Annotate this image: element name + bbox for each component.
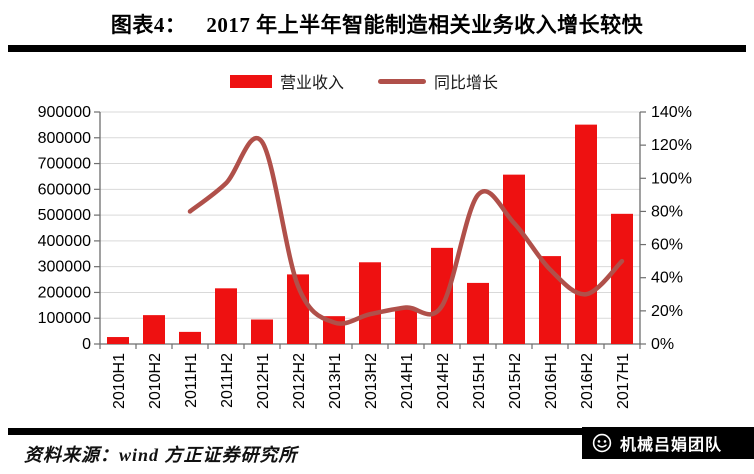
revenue-bar-2010H1 [107,337,129,344]
revenue-bar-2012H2 [287,274,309,344]
right-axis-labels: 0% 20% 40% 60% 80% 100% 120% 140% [651,104,692,353]
growth-legend-swatch [378,78,426,84]
right-axis-tick-label: 20% [651,303,683,320]
growth-line-group [187,136,625,326]
x-axis-label-2016H2: 2016H2 [579,353,596,409]
gridlines [100,111,640,319]
footer-divider [8,428,754,435]
right-axis-tick-label: 120% [651,137,692,154]
x-axis-label-2013H2: 2013H2 [363,353,380,409]
revenue-legend-label: 营业收入 [279,75,344,92]
right-axis-tick-label: 140% [651,104,692,121]
title-divider [8,45,746,52]
right-axis-tick-label: 0% [651,336,674,353]
x-axis-label-2014H2: 2014H2 [435,353,452,409]
revenue-bar-2015H1 [467,282,489,344]
figure-caption: 2017 年上半年智能制造相关业务收入增长较快 [206,13,644,37]
x-axis-label-2017H1: 2017H1 [615,353,632,409]
revenue-bar-2016H2 [575,124,597,345]
x-axis-label-2014H1: 2014H1 [399,353,416,409]
figure-title: 图表4： 2017 年上半年智能制造相关业务收入增长较快 [0,9,754,39]
revenue-bar-2014H2 [431,247,453,344]
revenue-legend-swatch [229,74,272,88]
growth-line [187,136,625,326]
left-axis-tick-label: 400000 [38,233,91,250]
revenue-bar-2014H1 [395,308,417,344]
revenue-bar-2017H1 [611,213,633,344]
revenue-bar-2011H1 [179,331,201,344]
x-axis-label-2011H2: 2011H2 [219,353,236,408]
left-axis-tick-label: 0 [82,336,91,353]
x-axis-label-2011H1: 2011H1 [183,353,200,408]
source-note: 资料来源：wind 方正证券研究所 [24,445,298,465]
team-badge-label: 机械吕娟团队 [620,437,723,454]
left-axis-tick-label: 200000 [38,284,91,301]
chart-legend: 营业收入 同比增长 [0,69,741,93]
left-axis-ticks [94,111,100,345]
left-axis-tick-label: 800000 [38,130,91,147]
x-axis-label-2012H1: 2012H1 [255,353,272,409]
revenue-bar-2015H2 [503,174,525,344]
team-logo-icon [591,432,613,454]
revenue-bar-2011H2 [215,288,237,344]
figure-label: 图表4： [110,13,187,37]
left-axis-tick-label: 500000 [38,207,91,224]
x-axis-label-2015H1: 2015H1 [471,353,488,409]
revenue-bar-2013H2 [359,262,381,344]
x-axis-label-2012H2: 2012H2 [291,353,308,409]
right-axis-ticks [640,111,646,345]
left-axis-tick-label: 900000 [38,104,91,121]
growth-legend-label: 同比增长 [434,75,499,92]
right-axis-tick-label: 40% [651,270,683,287]
team-badge: 机械吕娟团队 [582,427,754,459]
left-axis-tick-label: 300000 [38,259,91,276]
x-axis-label-2010H1: 2010H1 [111,353,128,409]
x-axis-label-2013H1: 2013H1 [327,353,344,409]
x-axis-label-2016H1: 2016H1 [543,353,560,409]
x-axis-labels: 2010H1 2010H2 2011H1 2011H2 2012H1 2012H2 2013… [111,353,632,409]
right-axis-tick-label: 60% [651,237,683,254]
revenue-bar-2012H1 [251,319,273,344]
left-axis-tick-label: 700000 [38,156,91,173]
x-axis-label-2010H2: 2010H2 [147,353,164,409]
revenue-bar-2010H2 [143,315,165,344]
left-axis-labels: 0 100000 200000 300000 400000 500000 600000 700… [38,104,91,353]
right-axis-tick-label: 100% [651,170,692,187]
left-axis-tick-label: 100000 [38,310,91,327]
combo-chart: 0 100000 200000 300000 400000 500000 600000 700… [38,104,692,409]
left-axis-tick-label: 600000 [38,181,91,198]
revenue-bars [107,124,633,345]
right-axis-tick-label: 80% [651,203,683,220]
x-axis-label-2015H2: 2015H2 [507,353,524,409]
